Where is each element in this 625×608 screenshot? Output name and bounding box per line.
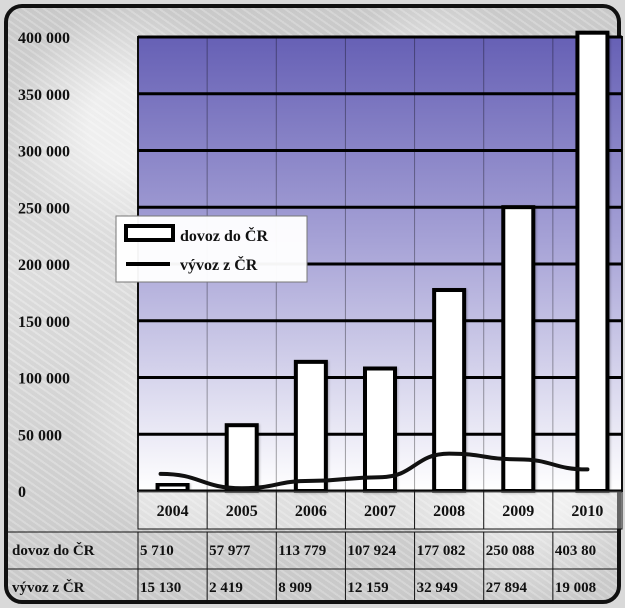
y-tick-label: 100 000 — [18, 371, 70, 388]
y-tick-label: 50 000 — [18, 427, 62, 444]
x-category-label: 2004 — [157, 503, 189, 520]
line-point-vyvoz-2006 — [309, 479, 313, 483]
y-tick-label: 150 000 — [18, 314, 70, 331]
y-tick-label: 350 000 — [18, 87, 70, 104]
table-cell-value: 403 80 — [555, 543, 596, 559]
x-category-label: 2006 — [295, 503, 327, 520]
y-axis-ticks: 400 000 350 000 300 000 250 000 200 000 150 0… — [18, 30, 70, 501]
y-tick-label: 250 000 — [18, 200, 70, 217]
y-tick-label: 200 000 — [18, 257, 70, 274]
y-tick-label: 0 — [18, 484, 26, 501]
y-tick-label: 300 000 — [18, 144, 70, 161]
table-cell-value: 5 710 — [140, 543, 174, 559]
legend-item-dovoz: dovoz do ČR — [180, 226, 268, 245]
legend: dovoz do ČR vývoz z ČR — [115, 215, 308, 283]
data-table: dovoz do ČR 5 710 57 977 113 779 107 924 177 … — [4, 531, 621, 604]
table-cell-value: 57 977 — [209, 543, 251, 559]
legend-item-vyvoz: vývoz z ČR — [180, 255, 258, 274]
table-cell-value: 250 088 — [486, 543, 535, 559]
table-cell-value: 107 924 — [347, 543, 396, 559]
line-series — [158, 451, 590, 491]
bar-dovoz-2010 — [575, 30, 610, 493]
line-point-vyvoz-2008 — [447, 452, 451, 456]
table-cell-value: 27 894 — [486, 580, 528, 596]
bar-dovoz-2006 — [293, 359, 328, 493]
table-cell-value: 113 779 — [278, 543, 326, 559]
line-point-vyvoz-2004 — [159, 472, 163, 476]
bar-dovoz-2004 — [155, 482, 190, 494]
bar-series — [155, 30, 610, 494]
bar-dovoz-2009 — [501, 205, 536, 493]
x-label-band — [137, 490, 623, 530]
table-cell-value: 12 159 — [347, 580, 388, 596]
bar-dovoz-2008 — [432, 288, 467, 493]
table-cell-value: 19 008 — [555, 580, 596, 596]
line-point-vyvoz-2007 — [378, 475, 382, 479]
bar-dovoz-2005 — [224, 423, 259, 493]
bar-dovoz-2007 — [363, 366, 397, 493]
x-category-label: 2007 — [364, 503, 396, 520]
line-point-vyvoz-2005 — [240, 486, 244, 490]
x-category-label: 2010 — [571, 503, 603, 520]
table-row-label: dovoz do ČR — [12, 542, 95, 559]
y-tick-label: 400 000 — [18, 30, 70, 47]
table-cell-value: 177 082 — [417, 543, 466, 559]
legend-bar-swatch — [124, 224, 175, 242]
x-category-label: 2005 — [226, 503, 258, 520]
x-category-label: 2008 — [433, 503, 465, 520]
line-point-vyvoz-2010 — [585, 467, 589, 471]
table-cell-value: 2 419 — [209, 580, 243, 596]
table-cell-value: 15 130 — [140, 580, 181, 596]
x-category-label: 2009 — [502, 503, 534, 520]
line-point-vyvoz-2009 — [516, 457, 520, 461]
table-cell-value: 8 909 — [278, 580, 312, 596]
table-row-label: vývoz z ČR — [12, 579, 85, 596]
x-axis-labels: 2004 2005 2006 2007 2008 2009 2010 — [137, 490, 623, 530]
table-cell-value: 32 949 — [417, 580, 458, 596]
